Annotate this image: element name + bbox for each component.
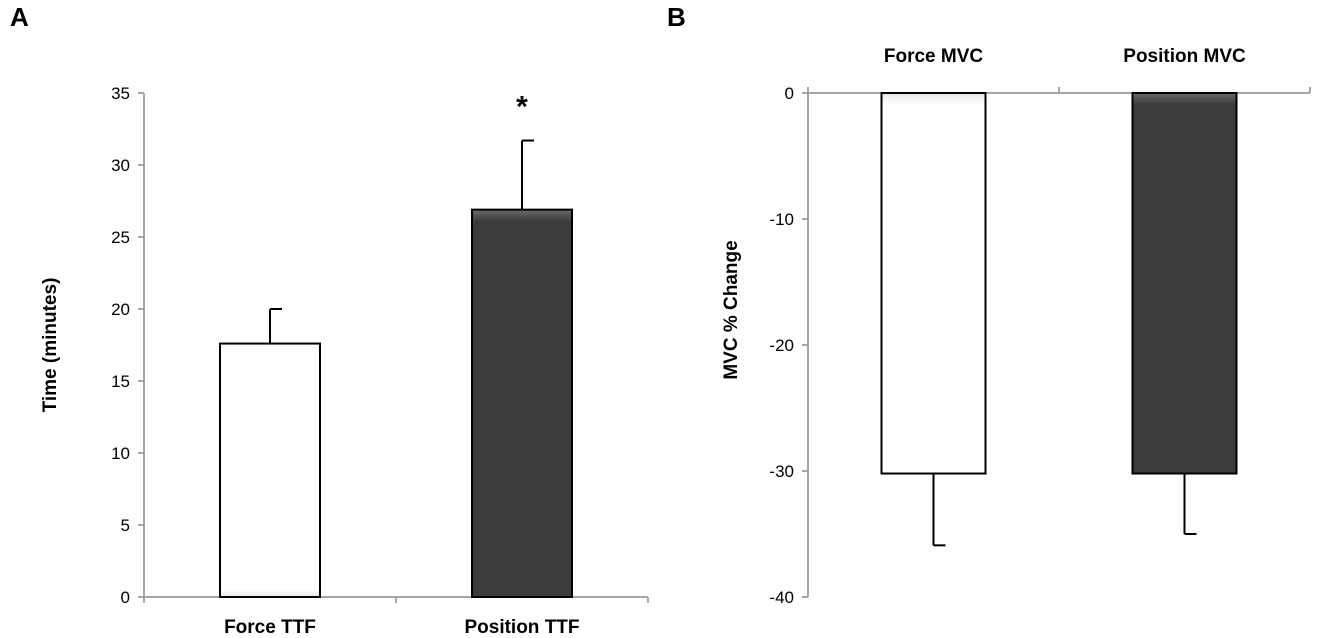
- panel-a-y-tick-label: 15: [111, 372, 130, 391]
- panel-a-y-tick-label: 0: [121, 588, 130, 607]
- panel-a-y-tick-label: 5: [121, 516, 130, 535]
- panel-a-y-tick-label: 25: [111, 228, 130, 247]
- panel-b-category-label: Position MVC: [1123, 46, 1246, 67]
- panel-b-y-tick-label: -40: [769, 588, 794, 607]
- panel-a-significance-marker: *: [516, 91, 528, 124]
- panel-a-bar: [471, 208, 573, 598]
- panel-a-letter: A: [10, 2, 29, 32]
- panel-a-y-tick-label: 10: [111, 444, 130, 463]
- panel-b-bar: [880, 92, 987, 475]
- panel-b-y-tick-label: 0: [785, 84, 794, 103]
- panel-a: A Time (minutes) 0 5 10 15 20 25 30 35 Force TT…: [10, 2, 649, 638]
- panel-b-y-axis-label: MVC % Change: [721, 240, 742, 379]
- panel-b-labels: Force MVC Position MVC: [884, 46, 1246, 67]
- panel-b-category-label: Force MVC: [884, 46, 984, 67]
- panel-b-y-tick-label: -30: [769, 462, 794, 481]
- panel-a-y-tick-label: 30: [111, 156, 130, 175]
- panel-b-bars: [880, 92, 1238, 547]
- panel-b-y-tick-label: -20: [769, 336, 794, 355]
- panel-a-category-label: Force TTF: [224, 617, 316, 638]
- panel-b-letter: B: [667, 2, 686, 32]
- panel-b-bar: [1131, 92, 1238, 475]
- panel-b: B MVC % Change 0 -10 -20 -30 -40 Force MVC Po…: [667, 2, 1311, 607]
- panel-a-y-axis-label: Time (minutes): [40, 278, 61, 413]
- panel-a-bars: [219, 139, 573, 598]
- panel-a-labels: Force TTF Position TTF *: [224, 91, 579, 638]
- panel-a-y-tick-label: 20: [111, 300, 130, 319]
- panel-a-category-label: Position TTF: [464, 617, 579, 638]
- panel-a-bar: [219, 342, 321, 598]
- panel-b-y-tick-label: -10: [769, 210, 794, 229]
- panel-a-y-tick-label: 35: [111, 84, 130, 103]
